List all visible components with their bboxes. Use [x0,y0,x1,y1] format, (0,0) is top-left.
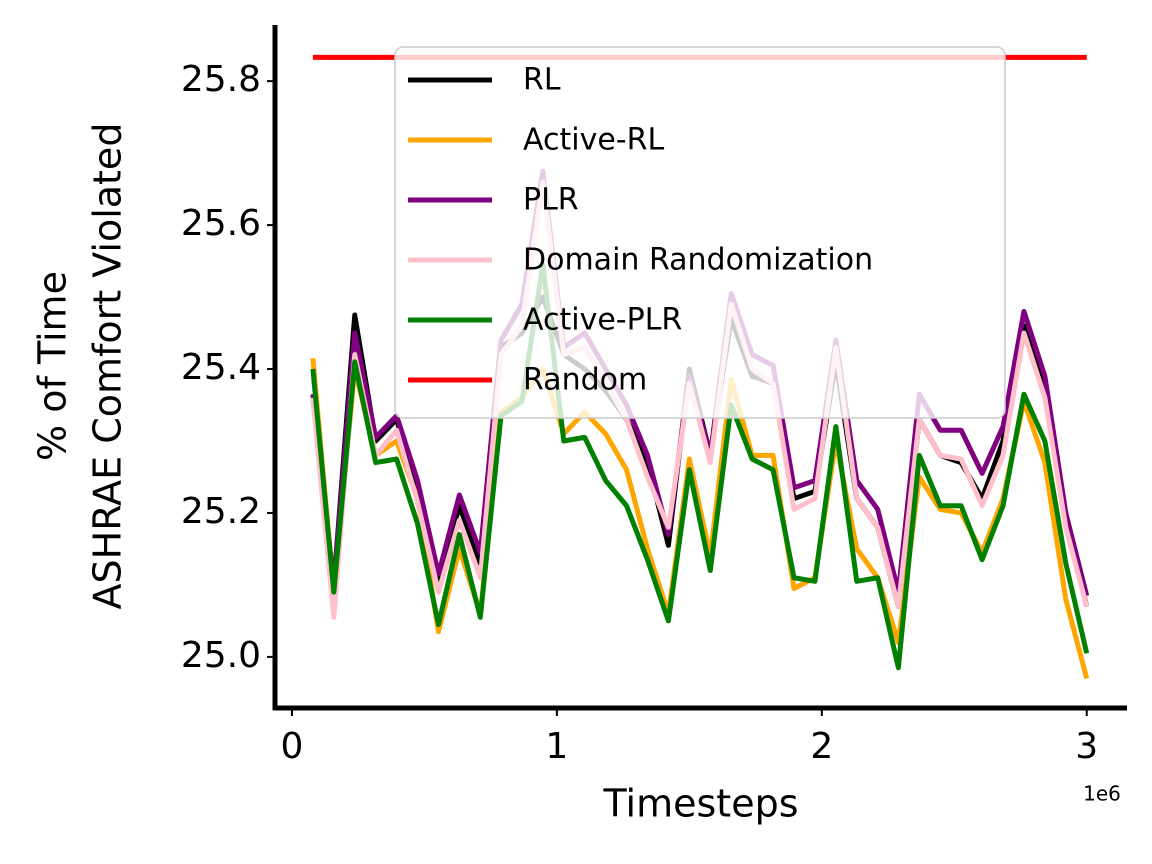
legend-label: Domain Randomization [523,243,873,278]
x-tick-label: 2 [810,726,833,767]
x-axis-label: Timesteps [603,782,799,826]
y-tick-label: 25.6 [181,203,261,244]
legend-label: Active-RL [523,123,664,158]
y-tick-label: 25.0 [181,635,261,676]
y-tick-label: 25.8 [181,59,261,100]
y-tick-label: 25.4 [181,347,261,388]
x-offset-label: 1e6 [1083,782,1121,806]
x-tick-label: 1 [545,726,568,767]
x-tick-label: 0 [281,726,304,767]
y-axis-label: ASHRAE Comfort Violated [86,123,130,610]
x-tick-label: 3 [1075,726,1098,767]
line [310,179,1090,620]
y-axis-label: % of Time [31,271,75,461]
legend-box [394,46,1006,419]
legend-label: PLR [523,183,579,218]
y-tick-label: 25.2 [181,491,261,532]
legend-label: Active-PLR [523,303,682,338]
legend-label: Random [523,363,647,398]
legend-label: RL [523,63,561,98]
line [310,262,1090,671]
